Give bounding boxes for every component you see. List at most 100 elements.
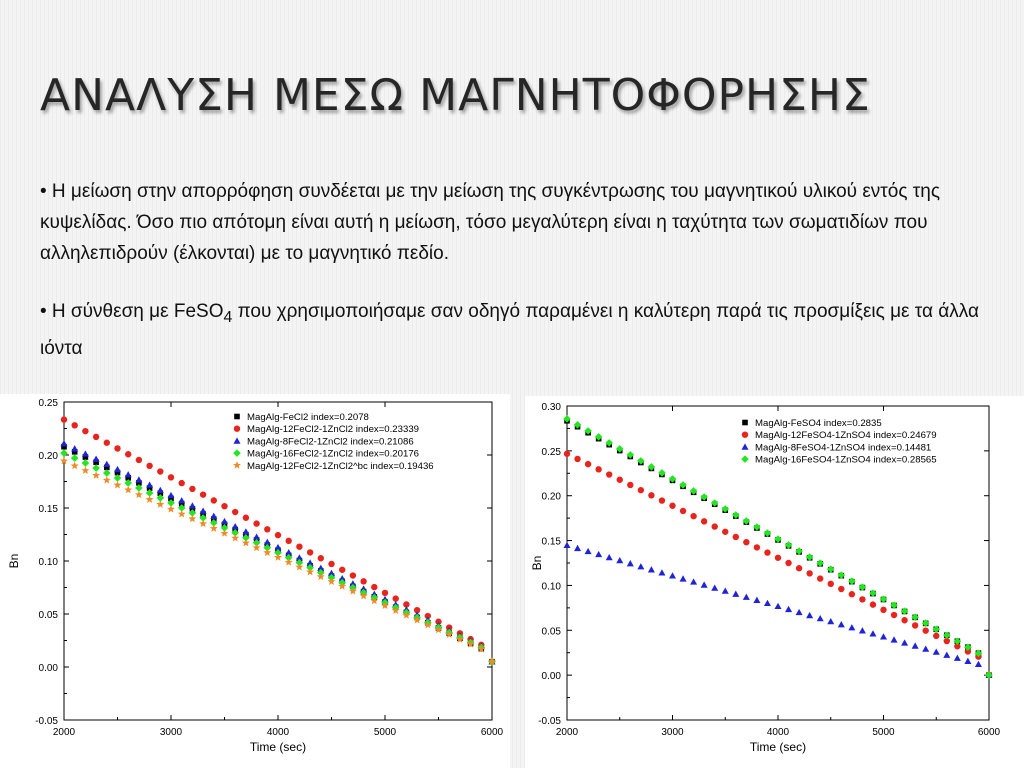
- data-point: [296, 543, 303, 550]
- data-point: [985, 671, 993, 679]
- data-point: [933, 632, 940, 640]
- data-point: [964, 648, 972, 655]
- y-tick-label: 0.25: [542, 447, 562, 458]
- data-point: [82, 454, 89, 460]
- data-point: [295, 554, 303, 561]
- data-point: [114, 465, 121, 473]
- data-point: [721, 587, 729, 594]
- data-point: [974, 649, 983, 658]
- data-point: [679, 575, 687, 582]
- data-point: [274, 548, 282, 557]
- data-point: [637, 457, 645, 465]
- data-point: [403, 601, 410, 608]
- data-point: [188, 509, 197, 517]
- x-axis-label: Time (sec): [750, 740, 806, 754]
- data-point: [700, 581, 708, 588]
- data-point: [70, 454, 79, 462]
- data-point: [563, 450, 571, 457]
- data-point: [711, 584, 719, 591]
- data-point: [859, 596, 866, 603]
- legend-marker: [741, 443, 749, 450]
- data-point: [816, 559, 824, 567]
- y-tick-label: 0.20: [542, 492, 562, 503]
- data-point: [285, 537, 292, 545]
- data-point: [199, 507, 207, 514]
- data-point: [92, 433, 100, 441]
- y-tick-label: 0.05: [542, 626, 562, 637]
- data-point: [901, 639, 909, 646]
- data-point: [669, 572, 676, 579]
- data-point: [848, 577, 856, 585]
- data-point: [700, 493, 708, 501]
- x-tick-label: 4000: [267, 727, 290, 738]
- data-point: [594, 433, 603, 441]
- data-point: [61, 443, 67, 450]
- slide-title: ΑΝΑΛΥΣΗ ΜΕΣΩ ΜΑΓΝΗΤΟΦΟΡΗΣΗΣ: [40, 70, 871, 121]
- data-point: [317, 564, 325, 571]
- data-point: [921, 619, 930, 627]
- data-point: [668, 475, 677, 483]
- legend-marker: [233, 425, 241, 432]
- y-tick-label: 0.15: [542, 537, 562, 548]
- data-point: [606, 471, 613, 478]
- data-point: [732, 590, 740, 597]
- data-point: [178, 500, 185, 507]
- data-point: [626, 560, 634, 567]
- data-point: [848, 591, 856, 598]
- x-tick-label: 2000: [556, 727, 579, 738]
- data-point: [82, 427, 89, 435]
- data-point: [146, 481, 154, 488]
- data-point: [838, 585, 845, 593]
- y-tick-label: 0.00: [542, 671, 562, 682]
- data-point: [848, 624, 856, 631]
- data-point: [774, 602, 782, 610]
- data-point: [114, 445, 121, 452]
- data-point: [890, 601, 898, 609]
- legend-entry: MagAlg-12FeCl2-1ZnCl2^bc index=0.19436: [247, 461, 434, 472]
- data-point: [252, 543, 261, 552]
- data-point: [658, 569, 666, 576]
- data-point: [188, 502, 196, 509]
- data-point: [658, 497, 666, 504]
- series-4-points: [563, 415, 993, 679]
- chart-fecl2: -0.05 0.00 0.05 0.10 0.15 0.20 0.25 2000 3000 400…: [7, 398, 504, 754]
- data-point: [774, 554, 782, 561]
- data-point: [135, 476, 143, 483]
- data-point: [360, 578, 367, 585]
- data-point: [690, 578, 698, 585]
- data-point: [584, 427, 592, 435]
- data-point: [943, 631, 951, 639]
- data-point: [574, 544, 582, 552]
- data-point: [124, 485, 133, 494]
- data-point: [134, 490, 143, 499]
- data-point: [199, 514, 207, 522]
- data-point: [71, 449, 78, 455]
- data-point: [349, 580, 357, 587]
- data-point: [837, 571, 846, 579]
- legend-marker: [741, 455, 749, 463]
- data-point: [574, 455, 581, 463]
- data-point: [146, 485, 153, 491]
- data-point: [295, 562, 304, 571]
- y-tick-label: 0.20: [39, 451, 59, 462]
- data-point: [253, 520, 260, 527]
- legend-marker: [741, 431, 749, 438]
- data-point: [637, 563, 645, 570]
- data-point: [817, 575, 824, 582]
- data-point: [488, 657, 496, 666]
- data-point: [103, 469, 111, 477]
- data-point: [679, 507, 687, 515]
- data-point: [253, 533, 261, 540]
- legend-entry: MagAlg-FeCl2 index=0.2078: [247, 412, 369, 423]
- data-point: [805, 553, 814, 561]
- y-tick-label: 0.05: [39, 610, 59, 621]
- data-point: [71, 422, 78, 429]
- data-point: [177, 509, 186, 518]
- data-point: [60, 449, 68, 457]
- data-point: [742, 517, 751, 525]
- data-point: [595, 550, 603, 558]
- data-point: [795, 608, 803, 616]
- data-point: [858, 627, 866, 634]
- data-point: [167, 491, 175, 499]
- data-point: [413, 606, 421, 614]
